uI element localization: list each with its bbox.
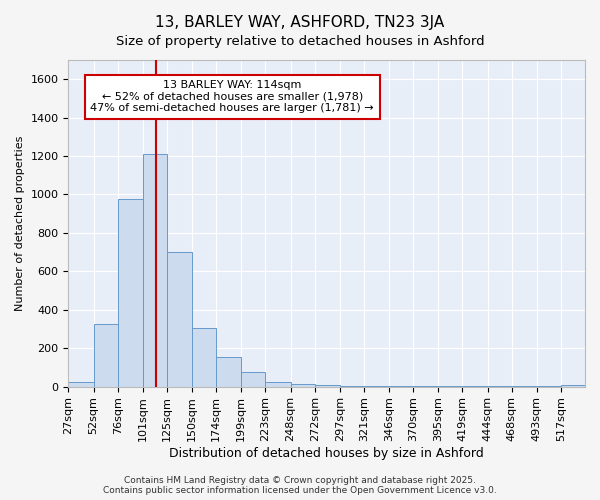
Bar xyxy=(94,324,118,386)
Bar xyxy=(265,382,290,386)
Bar xyxy=(143,154,167,386)
Bar xyxy=(167,252,192,386)
Text: Size of property relative to detached houses in Ashford: Size of property relative to detached ho… xyxy=(116,35,484,48)
Bar xyxy=(68,382,94,386)
Y-axis label: Number of detached properties: Number of detached properties xyxy=(15,136,25,311)
Text: 13, BARLEY WAY, ASHFORD, TN23 3JA: 13, BARLEY WAY, ASHFORD, TN23 3JA xyxy=(155,15,445,30)
X-axis label: Distribution of detached houses by size in Ashford: Distribution of detached houses by size … xyxy=(169,447,484,460)
Bar xyxy=(192,328,216,386)
Bar xyxy=(314,384,340,386)
Bar xyxy=(118,200,143,386)
Bar xyxy=(241,372,265,386)
Bar xyxy=(290,384,314,386)
Bar xyxy=(561,385,585,386)
Text: Contains HM Land Registry data © Crown copyright and database right 2025.
Contai: Contains HM Land Registry data © Crown c… xyxy=(103,476,497,495)
Bar xyxy=(216,357,241,386)
Text: 13 BARLEY WAY: 114sqm
← 52% of detached houses are smaller (1,978)
47% of semi-d: 13 BARLEY WAY: 114sqm ← 52% of detached … xyxy=(91,80,374,114)
